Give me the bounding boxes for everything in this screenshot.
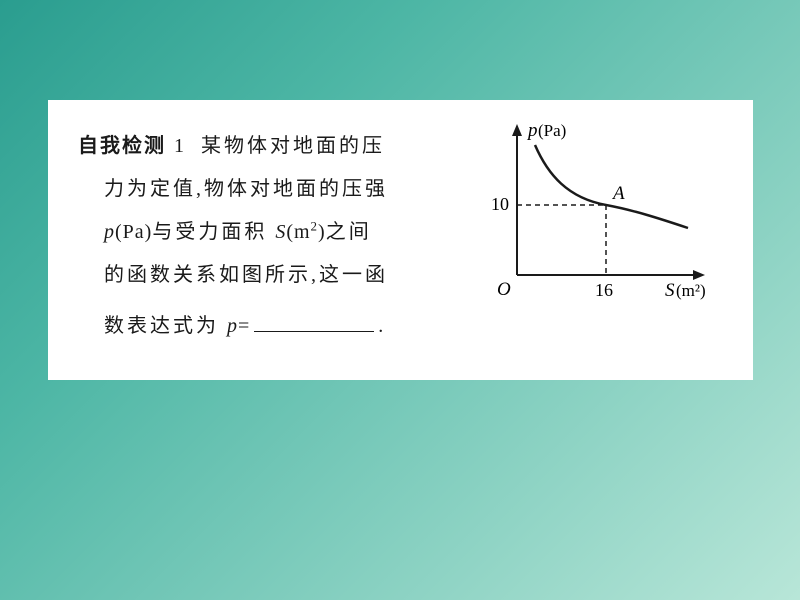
var-s: S — [275, 221, 286, 243]
unit-pa: (Pa) — [115, 221, 152, 243]
chart: p (Pa) 10 A O 16 S (m²) — [473, 120, 723, 310]
curve — [535, 145, 688, 228]
sup-2: 2 — [311, 218, 319, 233]
line3-mid: 与受力面积 — [152, 221, 267, 243]
y-tick: 10 — [491, 194, 509, 214]
x-axis-arrow — [693, 270, 705, 280]
line3-end: 之间 — [326, 221, 372, 243]
y-axis-arrow — [512, 124, 522, 136]
answer-blank — [254, 312, 374, 332]
x-tick: 16 — [595, 280, 613, 300]
unit-close: ) — [318, 221, 326, 243]
x-label: S — [665, 280, 675, 301]
line4: 的函数关系如图所示,这一函 — [78, 254, 453, 297]
chart-svg: p (Pa) 10 A O 16 S (m²) — [473, 120, 723, 310]
unit-m2-open: (m — [286, 221, 310, 243]
origin: O — [497, 279, 511, 300]
x-unit: (m²) — [676, 281, 706, 300]
problem-label: 自我检测 — [78, 135, 166, 157]
line5: 数表达式为 p=. — [78, 305, 453, 348]
line1-text: 某物体对地面的压 — [201, 135, 385, 157]
var-p2: p — [227, 315, 238, 337]
problem-text: 自我检测 1 某物体对地面的压 力为定值,物体对地面的压强 p(Pa)与受力面积… — [78, 125, 453, 348]
problem-number: 1 — [174, 135, 185, 157]
line5-pre: 数表达式为 — [104, 315, 219, 337]
var-p: p — [104, 221, 115, 243]
y-label: p — [526, 120, 538, 141]
line1: 自我检测 1 某物体对地面的压 — [78, 125, 453, 168]
point-a-label: A — [611, 183, 625, 204]
line2: 力为定值,物体对地面的压强 — [78, 168, 453, 211]
problem-box: 自我检测 1 某物体对地面的压 力为定值,物体对地面的压强 p(Pa)与受力面积… — [48, 100, 753, 380]
period: . — [378, 315, 386, 337]
line3: p(Pa)与受力面积 S(m2)之间 — [78, 211, 453, 254]
y-unit: (Pa) — [538, 121, 566, 140]
equals: = — [238, 315, 250, 337]
